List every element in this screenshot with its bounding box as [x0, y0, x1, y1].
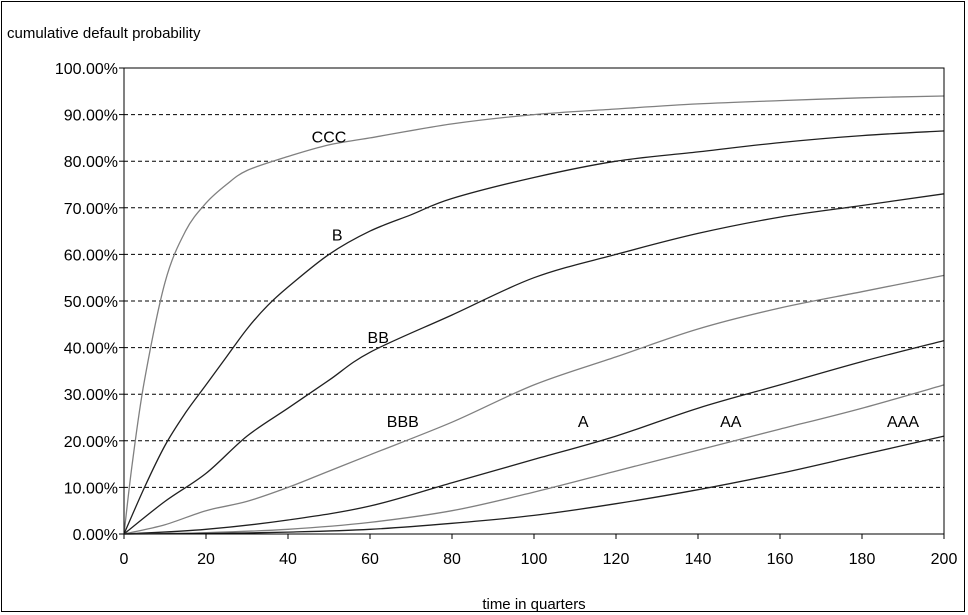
y-tick-label: 10.00% — [64, 480, 118, 497]
series-line-aa — [123, 384, 945, 535]
x-tick-label: 180 — [849, 551, 876, 568]
x-tick-label: 80 — [443, 551, 461, 568]
y-axis-title: cumulative default probability — [7, 25, 201, 42]
series-label-bb: BB — [368, 330, 389, 347]
x-tick-label: 120 — [603, 551, 630, 568]
x-tick-label: 0 — [120, 551, 129, 568]
y-tick-label: 80.00% — [64, 154, 118, 171]
series-line-ccc — [123, 95, 945, 535]
series-label-aa: AA — [720, 414, 742, 431]
y-tick-label: 100.00% — [55, 61, 118, 78]
series-lines — [123, 95, 945, 535]
x-tick-label: 160 — [767, 551, 794, 568]
series-line-aaa — [123, 435, 945, 535]
y-tick-label: 0.00% — [73, 527, 118, 544]
series-label-b: B — [332, 227, 343, 244]
x-axis-title: time in quarters — [482, 596, 585, 613]
series-label-aaa: AAA — [887, 414, 919, 431]
x-tick-label: 40 — [279, 551, 297, 568]
series-label-a: A — [578, 414, 589, 431]
y-tick-label: 50.00% — [64, 294, 118, 311]
series-line-b — [123, 130, 945, 535]
series-line-bb — [123, 193, 945, 535]
y-tick-label: 30.00% — [64, 387, 118, 404]
series-line-a — [123, 339, 945, 535]
series-label-bbb: BBB — [387, 414, 419, 431]
y-tick-label: 70.00% — [64, 201, 118, 218]
series-line-bbb — [123, 274, 945, 535]
x-tick-label: 100 — [521, 551, 548, 568]
x-tick-label: 60 — [361, 551, 379, 568]
plot-area-border — [123, 67, 945, 535]
x-tick-label: 20 — [197, 551, 215, 568]
y-tick-label: 20.00% — [64, 434, 118, 451]
y-tick-label: 60.00% — [64, 247, 118, 264]
x-axis-ticks: 0 20 40 60 80 100 120 140 160 180 200 — [120, 534, 958, 568]
y-axis-ticks: 0.00% 10.00% 20.00% 30.00% 40.00% 50.00% 60.00… — [55, 61, 124, 544]
series-label-ccc: CCC — [312, 130, 347, 147]
y-tick-label: 90.00% — [64, 108, 118, 125]
x-tick-label: 200 — [931, 551, 958, 568]
x-tick-label: 140 — [685, 551, 712, 568]
y-tick-label: 40.00% — [64, 341, 118, 358]
